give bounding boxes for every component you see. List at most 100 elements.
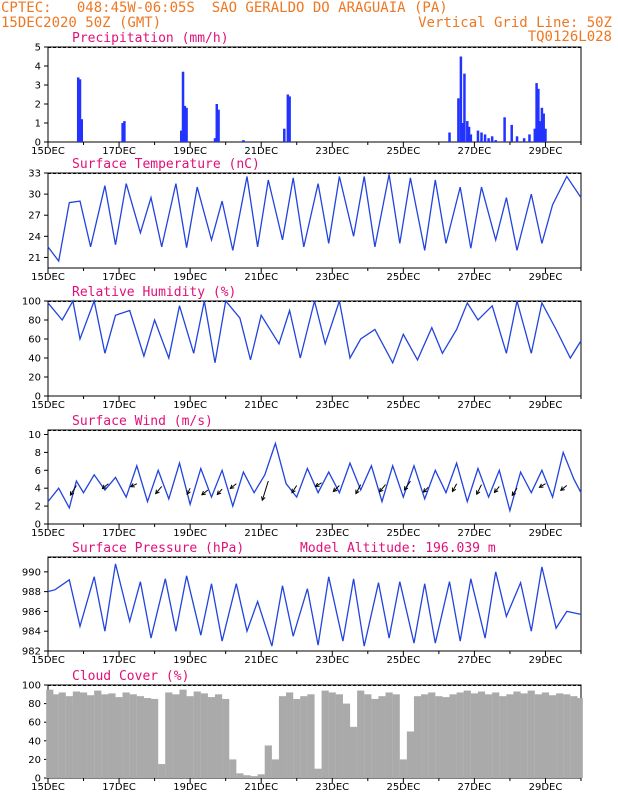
bar	[435, 696, 443, 778]
bar	[556, 693, 564, 778]
bar	[456, 692, 464, 778]
bar	[129, 694, 137, 778]
bar	[428, 692, 436, 778]
bar	[371, 698, 379, 778]
x-date-label: 17DEC	[102, 272, 136, 283]
bar	[483, 134, 487, 142]
bar	[293, 698, 301, 778]
bar	[421, 694, 429, 778]
y-tick-label: 2	[35, 502, 41, 513]
bar	[494, 140, 497, 142]
bar	[535, 83, 538, 142]
bar	[122, 692, 130, 778]
wind-arrow	[201, 489, 209, 496]
wind-arrow-head	[476, 490, 481, 496]
bar	[222, 698, 230, 778]
x-date-label: 23DEC	[315, 272, 349, 283]
panel-frame	[47, 429, 582, 525]
y-tick-label: 982	[22, 647, 41, 658]
bar	[243, 775, 251, 778]
bar	[236, 773, 244, 778]
header: CPTEC: 048:45W-06:05S SAO GERALDO DO ARA…	[0, 0, 618, 46]
bar	[79, 692, 88, 778]
bar	[506, 694, 514, 778]
bar	[342, 703, 351, 778]
x-date-label: 19DEC	[173, 146, 207, 157]
y-tick-label: 100	[22, 681, 41, 692]
wind-arrow	[315, 482, 322, 487]
bar	[314, 768, 322, 778]
x-date-label: 15DEC	[31, 272, 65, 283]
y-tick-label: 4	[35, 484, 41, 495]
x-date-label: 25DEC	[386, 400, 420, 411]
wind-arrow-head	[378, 487, 384, 493]
x-date-label: 19DEC	[173, 272, 207, 283]
panel-frame	[47, 556, 582, 652]
panel-title: Surface Wind (m/s)	[72, 414, 213, 429]
bar	[78, 79, 82, 142]
x-date-label: 17DEC	[102, 400, 136, 411]
bar	[321, 690, 329, 778]
bar	[364, 694, 372, 778]
bar	[463, 690, 471, 778]
bar	[469, 134, 473, 142]
bar	[80, 119, 84, 142]
bar	[487, 138, 490, 142]
wind-arrow-head	[538, 483, 544, 488]
bar	[193, 691, 201, 778]
bar	[307, 694, 315, 778]
wind-arrow	[423, 486, 429, 493]
panel-title: Cloud Cover (%)	[72, 669, 189, 684]
bar	[158, 764, 166, 778]
x-date-label: 29DEC	[529, 146, 563, 157]
wind-arrow	[379, 484, 386, 493]
bar	[399, 759, 407, 778]
y-tick-label: 80	[28, 316, 41, 327]
y-tick-label: 0	[35, 774, 41, 785]
bar	[58, 692, 66, 778]
x-date-label: 23DEC	[315, 400, 349, 411]
wind-arrow-head	[186, 490, 191, 496]
wind-arrow	[70, 485, 77, 496]
bar	[300, 696, 308, 778]
bar	[271, 759, 280, 778]
bar	[485, 694, 493, 778]
wind-arrow-head	[314, 482, 320, 487]
wind-arrow-head	[511, 491, 517, 497]
x-date-label: 23DEC	[315, 528, 349, 539]
bar	[229, 759, 237, 778]
bar	[457, 98, 460, 142]
bar	[207, 697, 216, 778]
y-tick-label: 4	[35, 62, 41, 73]
wind-arrow-head	[129, 483, 135, 488]
wind-arrow-head	[216, 490, 222, 496]
y-tick-label: 40	[28, 736, 41, 747]
y-tick-label: 6	[35, 466, 41, 477]
wind-arrow-head	[422, 488, 428, 493]
bar	[470, 693, 478, 778]
bar	[459, 56, 463, 142]
y-tick-label: 990	[22, 567, 41, 578]
bar	[46, 689, 54, 778]
bar	[477, 691, 486, 778]
bar	[101, 694, 109, 778]
y-tick-label: 21	[28, 253, 41, 264]
bar	[466, 121, 469, 142]
bar	[520, 693, 528, 778]
bar	[215, 104, 219, 142]
wind-arrow-head	[559, 486, 565, 491]
bar	[513, 691, 521, 778]
x-date-label: 27DEC	[458, 782, 492, 793]
bar	[392, 694, 400, 778]
wind-arrow-head	[291, 488, 296, 494]
y-tick-label: 80	[28, 699, 41, 710]
bar	[179, 689, 187, 778]
y-tick-label: 24	[28, 232, 41, 243]
y-tick-label: 20	[28, 373, 41, 384]
bar	[406, 731, 415, 778]
x-date-label: 21DEC	[244, 782, 278, 793]
bar	[94, 690, 102, 778]
bar	[563, 694, 571, 778]
y-tick-label: 20	[28, 755, 41, 766]
